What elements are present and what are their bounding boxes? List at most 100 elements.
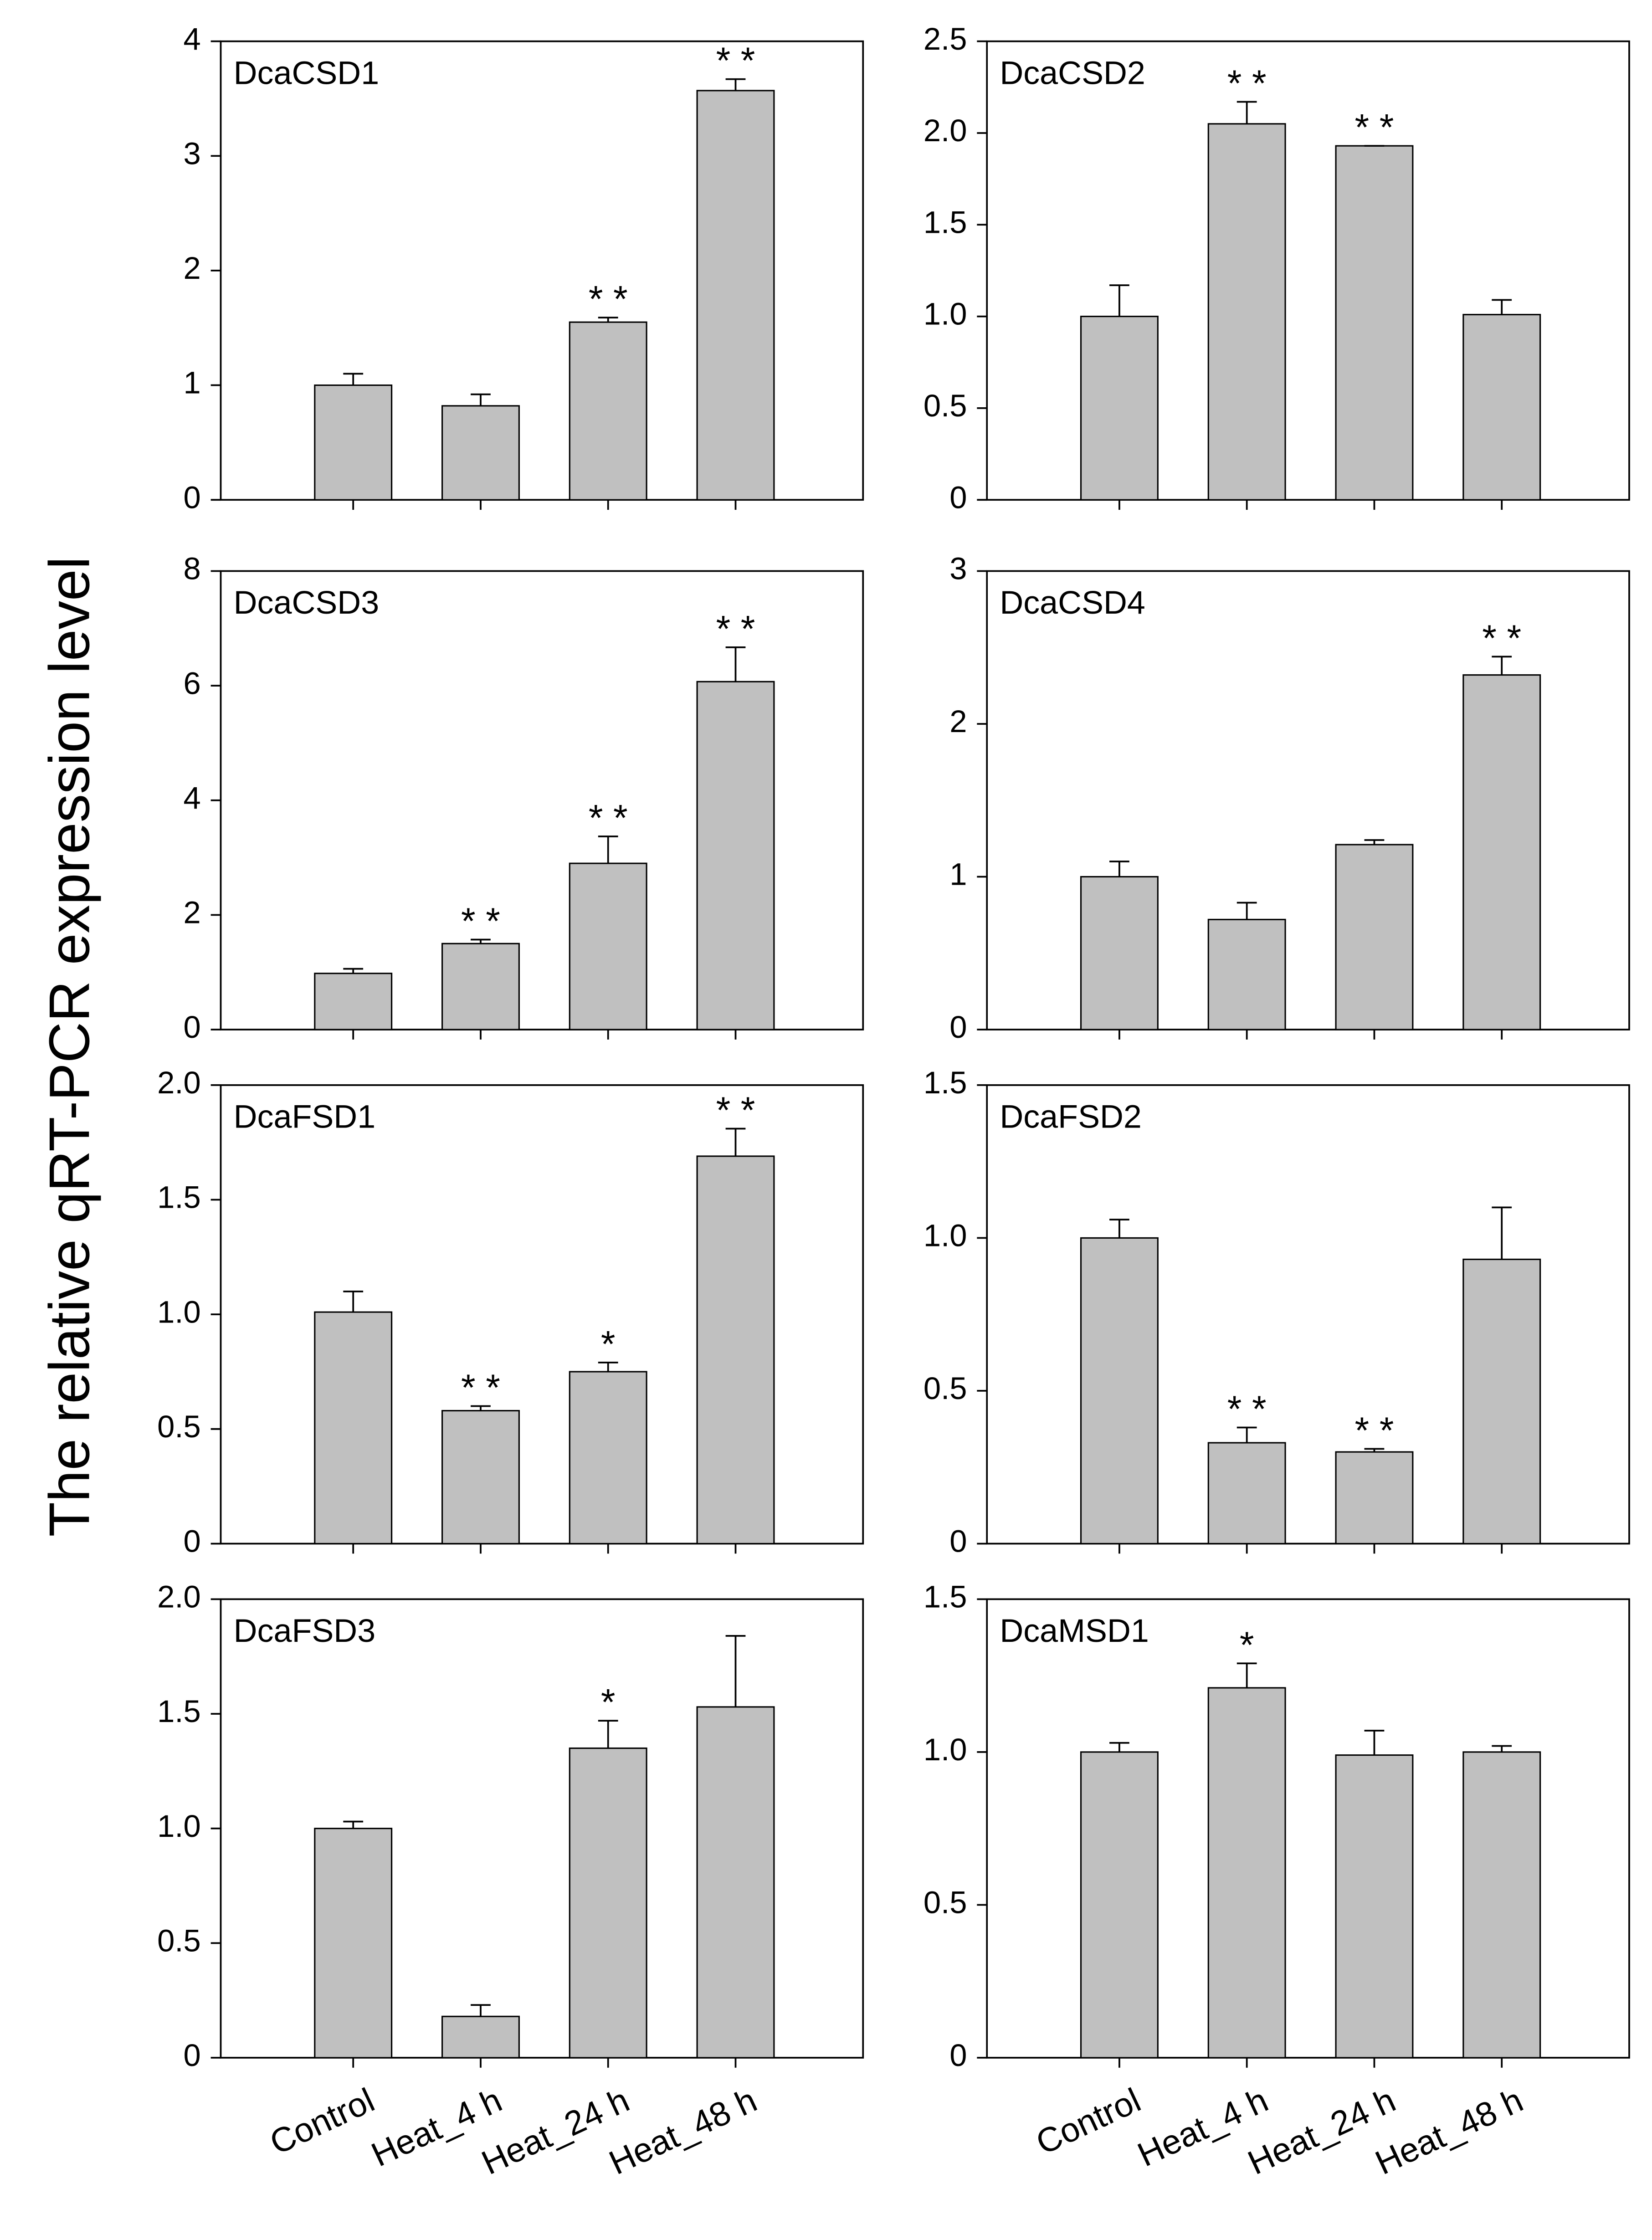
significance-mark: * * (589, 279, 628, 320)
bar (1207, 1687, 1286, 2059)
bar (569, 862, 647, 1030)
y-tick-label: 4 (183, 21, 200, 56)
panel-title: DcaFSD2 (1000, 1099, 1142, 1135)
y-tick-label: 0 (949, 1524, 967, 1559)
error-bar (1109, 861, 1129, 877)
error-bar (1492, 1745, 1512, 1752)
x-tick-label: Heat_48 h (603, 2081, 762, 2182)
error-bar (598, 1361, 618, 1372)
error-bar (1364, 1448, 1385, 1452)
significance-mark: * * (1227, 1389, 1267, 1430)
y-axis-label: The relative qRT-PCR expression level (38, 557, 102, 1537)
y-tick-label: 4 (183, 780, 200, 815)
panel-title: DcaMSD1 (1000, 1613, 1149, 1649)
y-tick-label: 0 (183, 480, 200, 515)
y-tick-label: 0 (183, 1524, 200, 1559)
y-tick-label: 2.0 (157, 1065, 201, 1100)
error-bar (1236, 1426, 1257, 1443)
x-tick-label: Heat_48 h (1370, 2081, 1529, 2182)
y-tick-label: 2.0 (923, 113, 967, 148)
error-bar (1236, 902, 1257, 920)
error-bar (471, 393, 491, 406)
plot-frame (986, 40, 1630, 501)
y-tick-label: 0.5 (923, 1885, 967, 1920)
error-bar (598, 317, 618, 323)
y-tick-label: 1.0 (923, 1732, 967, 1767)
panel-title: DcaCSD1 (234, 55, 380, 91)
bar (569, 321, 647, 501)
y-tick-label: 1.5 (923, 1579, 967, 1615)
bar (696, 1706, 775, 2059)
bar (1335, 1754, 1414, 2059)
significance-mark: * (1240, 1625, 1254, 1666)
bar (569, 1747, 647, 2059)
y-tick-label: 3 (183, 136, 200, 171)
y-tick-label: 1.0 (923, 297, 967, 332)
significance-mark: * * (1227, 63, 1267, 104)
y-tick-label: 0 (183, 1010, 200, 1045)
bar (1080, 1751, 1159, 2059)
error-bar (598, 1720, 618, 1748)
bar (314, 384, 393, 501)
error-bar (725, 646, 746, 682)
significance-mark: * (601, 1323, 616, 1365)
error-bar (1109, 1742, 1129, 1752)
bar (441, 405, 520, 501)
bar (1080, 1237, 1159, 1545)
bar (1335, 1451, 1414, 1545)
y-tick-label: 0 (949, 1010, 967, 1045)
y-tick-label: 2 (949, 704, 967, 739)
bar (1335, 844, 1414, 1030)
bar (1462, 1258, 1541, 1545)
error-bar (725, 1635, 746, 1707)
y-tick-label: 6 (183, 666, 200, 701)
y-tick-label: 1.5 (923, 1065, 967, 1100)
error-bar (471, 2004, 491, 2017)
bar (696, 681, 775, 1030)
y-tick-label: 1.5 (923, 205, 967, 240)
bar (569, 1371, 647, 1545)
error-bar (598, 836, 618, 864)
error-bar (343, 1290, 364, 1312)
error-bar (1492, 656, 1512, 675)
y-tick-label: 1.5 (157, 1694, 201, 1729)
y-tick-label: 0 (949, 2038, 967, 2073)
bar (441, 1410, 520, 1545)
bar (1080, 876, 1159, 1030)
y-tick-label: 2.0 (157, 1579, 201, 1615)
plot-frame (986, 1598, 1630, 2059)
bar (314, 973, 393, 1030)
x-tick-label: Control (1030, 2081, 1146, 2162)
y-tick-label: 1 (183, 365, 200, 400)
bar (1462, 674, 1541, 1030)
bar (314, 1311, 393, 1545)
error-bar (725, 78, 746, 91)
significance-mark: * (601, 1682, 616, 1723)
y-tick-label: 2 (183, 251, 200, 286)
bar (696, 1155, 775, 1545)
plot-frame (986, 570, 1630, 1030)
y-tick-label: 0.5 (923, 388, 967, 423)
bar (1335, 145, 1414, 501)
y-tick-label: 1.0 (157, 1294, 201, 1329)
significance-mark: * * (1355, 107, 1394, 149)
y-tick-label: 0.5 (157, 1923, 201, 1958)
x-tick-label: Heat_24 h (1242, 2081, 1401, 2182)
bar (1462, 313, 1541, 501)
bar (696, 90, 775, 501)
error-bar (1492, 299, 1512, 315)
error-bar (343, 968, 364, 974)
y-tick-label: 1.5 (157, 1180, 201, 1215)
panel-title: DcaCSD3 (234, 584, 380, 621)
error-bar (343, 373, 364, 385)
significance-mark: * * (716, 1090, 755, 1131)
bar (441, 2015, 520, 2059)
error-bar (1236, 1662, 1257, 1688)
error-bar (1109, 284, 1129, 317)
error-bar (1492, 1206, 1512, 1260)
bar (1462, 1751, 1541, 2059)
error-bar (1364, 839, 1385, 845)
y-tick-label: 0 (183, 2038, 200, 2073)
